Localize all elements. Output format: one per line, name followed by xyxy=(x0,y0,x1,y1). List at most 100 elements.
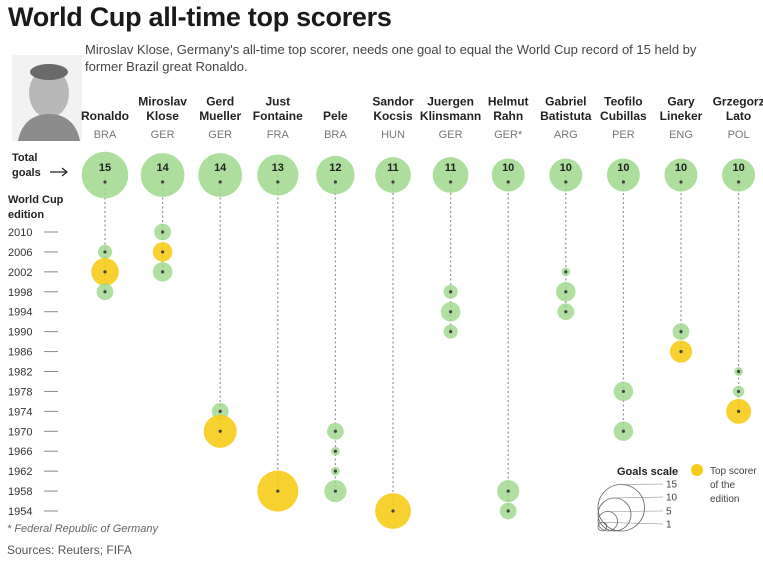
edition-dot xyxy=(564,270,568,274)
player-country: BRA xyxy=(94,129,117,141)
player-name: Gerd xyxy=(206,95,234,109)
y-axis-label: World Cup xyxy=(8,194,64,206)
footnote: * Federal Republic of Germany xyxy=(7,523,159,535)
player-country: FRA xyxy=(267,129,290,141)
player-country: GER xyxy=(151,129,175,141)
stem-dot xyxy=(621,180,626,184)
edition-dot xyxy=(103,250,107,254)
player-country: GER xyxy=(439,129,463,141)
edition-dot xyxy=(391,509,395,513)
player-name: Batistuta xyxy=(540,109,592,123)
top-scorer-legend-label: of the xyxy=(710,480,735,491)
player-name: Grzegorz xyxy=(713,95,763,109)
player-country: POL xyxy=(728,129,750,141)
y-tick-label: 1954 xyxy=(8,506,32,518)
edition-dot xyxy=(449,330,453,334)
chart-subtitle: Miroslav Klose, Germany's all-time top s… xyxy=(85,42,697,74)
stem-dot xyxy=(679,180,683,184)
total-goals-bubble xyxy=(606,158,640,192)
edition-dot xyxy=(333,429,337,433)
goals-scale-leader xyxy=(602,522,664,525)
edition-dot xyxy=(449,290,453,294)
player-country: GER* xyxy=(494,129,523,141)
top-scorer-legend-label: Top scorer xyxy=(710,466,757,477)
chart-title: World Cup all-time top scorers xyxy=(8,2,392,32)
total-goals-bubble xyxy=(375,157,411,193)
total-goals-bubble xyxy=(316,155,355,195)
total-goals-value: 13 xyxy=(272,162,284,174)
edition-dot xyxy=(103,270,107,274)
sources: Sources: Reuters; FIFA xyxy=(7,543,132,557)
stem-dot xyxy=(218,180,222,184)
edition-dot xyxy=(161,250,165,254)
player-name: Sandor xyxy=(372,95,414,109)
goals-scale-label: 5 xyxy=(666,507,672,518)
total-goals-bubble xyxy=(491,158,525,192)
player-country: ARG xyxy=(554,129,578,141)
y-tick-label: 1998 xyxy=(8,287,32,299)
y-tick-label: 2002 xyxy=(8,267,32,279)
edition-dot xyxy=(506,509,510,513)
goals-scale-label: 15 xyxy=(666,480,678,491)
edition-dot xyxy=(333,469,337,473)
total-goals-value: 10 xyxy=(675,162,687,174)
y-tick-label: 1970 xyxy=(8,426,32,438)
player-name: Lineker xyxy=(660,109,703,123)
goals-scale-leader xyxy=(621,483,664,485)
y-tick-label: 1958 xyxy=(8,486,32,498)
edition-dot xyxy=(161,270,165,274)
player-name: Kocsis xyxy=(373,109,413,123)
y-tick-label: 2006 xyxy=(8,247,32,259)
top-scorer-legend-label: edition xyxy=(710,494,739,505)
stem-dot xyxy=(103,180,107,184)
edition-dot xyxy=(449,310,453,314)
player-name: Cubillas xyxy=(600,109,647,123)
edition-dot xyxy=(621,389,626,394)
player-name: Fontaine xyxy=(253,109,303,123)
total-goals-bubble xyxy=(257,154,299,196)
total-goals-label: Total xyxy=(12,152,37,164)
edition-dot xyxy=(218,409,222,413)
y-tick-label: 1966 xyxy=(8,446,32,458)
total-goals-value: 10 xyxy=(560,162,572,174)
total-goals-bubble xyxy=(198,153,243,197)
player-name: Mueller xyxy=(199,109,241,123)
player-country: ENG xyxy=(669,129,693,141)
edition-dot xyxy=(679,349,683,354)
total-goals-value: 11 xyxy=(387,162,399,174)
player-name: Miroslav xyxy=(138,95,187,109)
goals-scale-label: 10 xyxy=(666,493,678,504)
total-goals-bubble xyxy=(664,158,698,192)
player-name: Just xyxy=(265,95,290,109)
stem-dot xyxy=(276,180,280,184)
total-goals-bubble xyxy=(432,157,469,193)
player-name: Helmut xyxy=(488,95,529,109)
stem-dot xyxy=(564,180,568,184)
stem-dot xyxy=(737,180,741,184)
total-goals-value: 10 xyxy=(617,162,629,174)
total-goals-bubble xyxy=(81,151,129,199)
player-name: Lato xyxy=(726,109,751,123)
stem-dot xyxy=(506,180,510,184)
goals-scale-circle xyxy=(597,484,645,532)
player-name: Gabriel xyxy=(545,95,586,109)
player-name: Klinsmann xyxy=(420,109,481,123)
y-tick-label: 2010 xyxy=(8,227,32,239)
edition-dot xyxy=(564,290,568,294)
player-country: BRA xyxy=(324,129,347,141)
player-name: Rahn xyxy=(493,109,523,123)
y-tick-label: 1990 xyxy=(8,327,32,339)
y-axis-label: edition xyxy=(8,209,44,221)
ronaldo-portrait-icon xyxy=(12,55,82,141)
goals-scale-circle xyxy=(597,511,618,532)
edition-dot xyxy=(161,230,165,234)
y-tick-label: 1994 xyxy=(8,307,32,319)
player-country: HUN xyxy=(381,129,405,141)
player-name: Pele xyxy=(323,109,348,123)
total-goals-bubble xyxy=(722,158,756,192)
player-name: Ronaldo xyxy=(81,109,129,123)
y-tick-label: 1986 xyxy=(8,347,32,359)
edition-dot xyxy=(333,449,337,453)
goals-scale-leader xyxy=(607,510,664,512)
edition-dot xyxy=(737,369,741,374)
